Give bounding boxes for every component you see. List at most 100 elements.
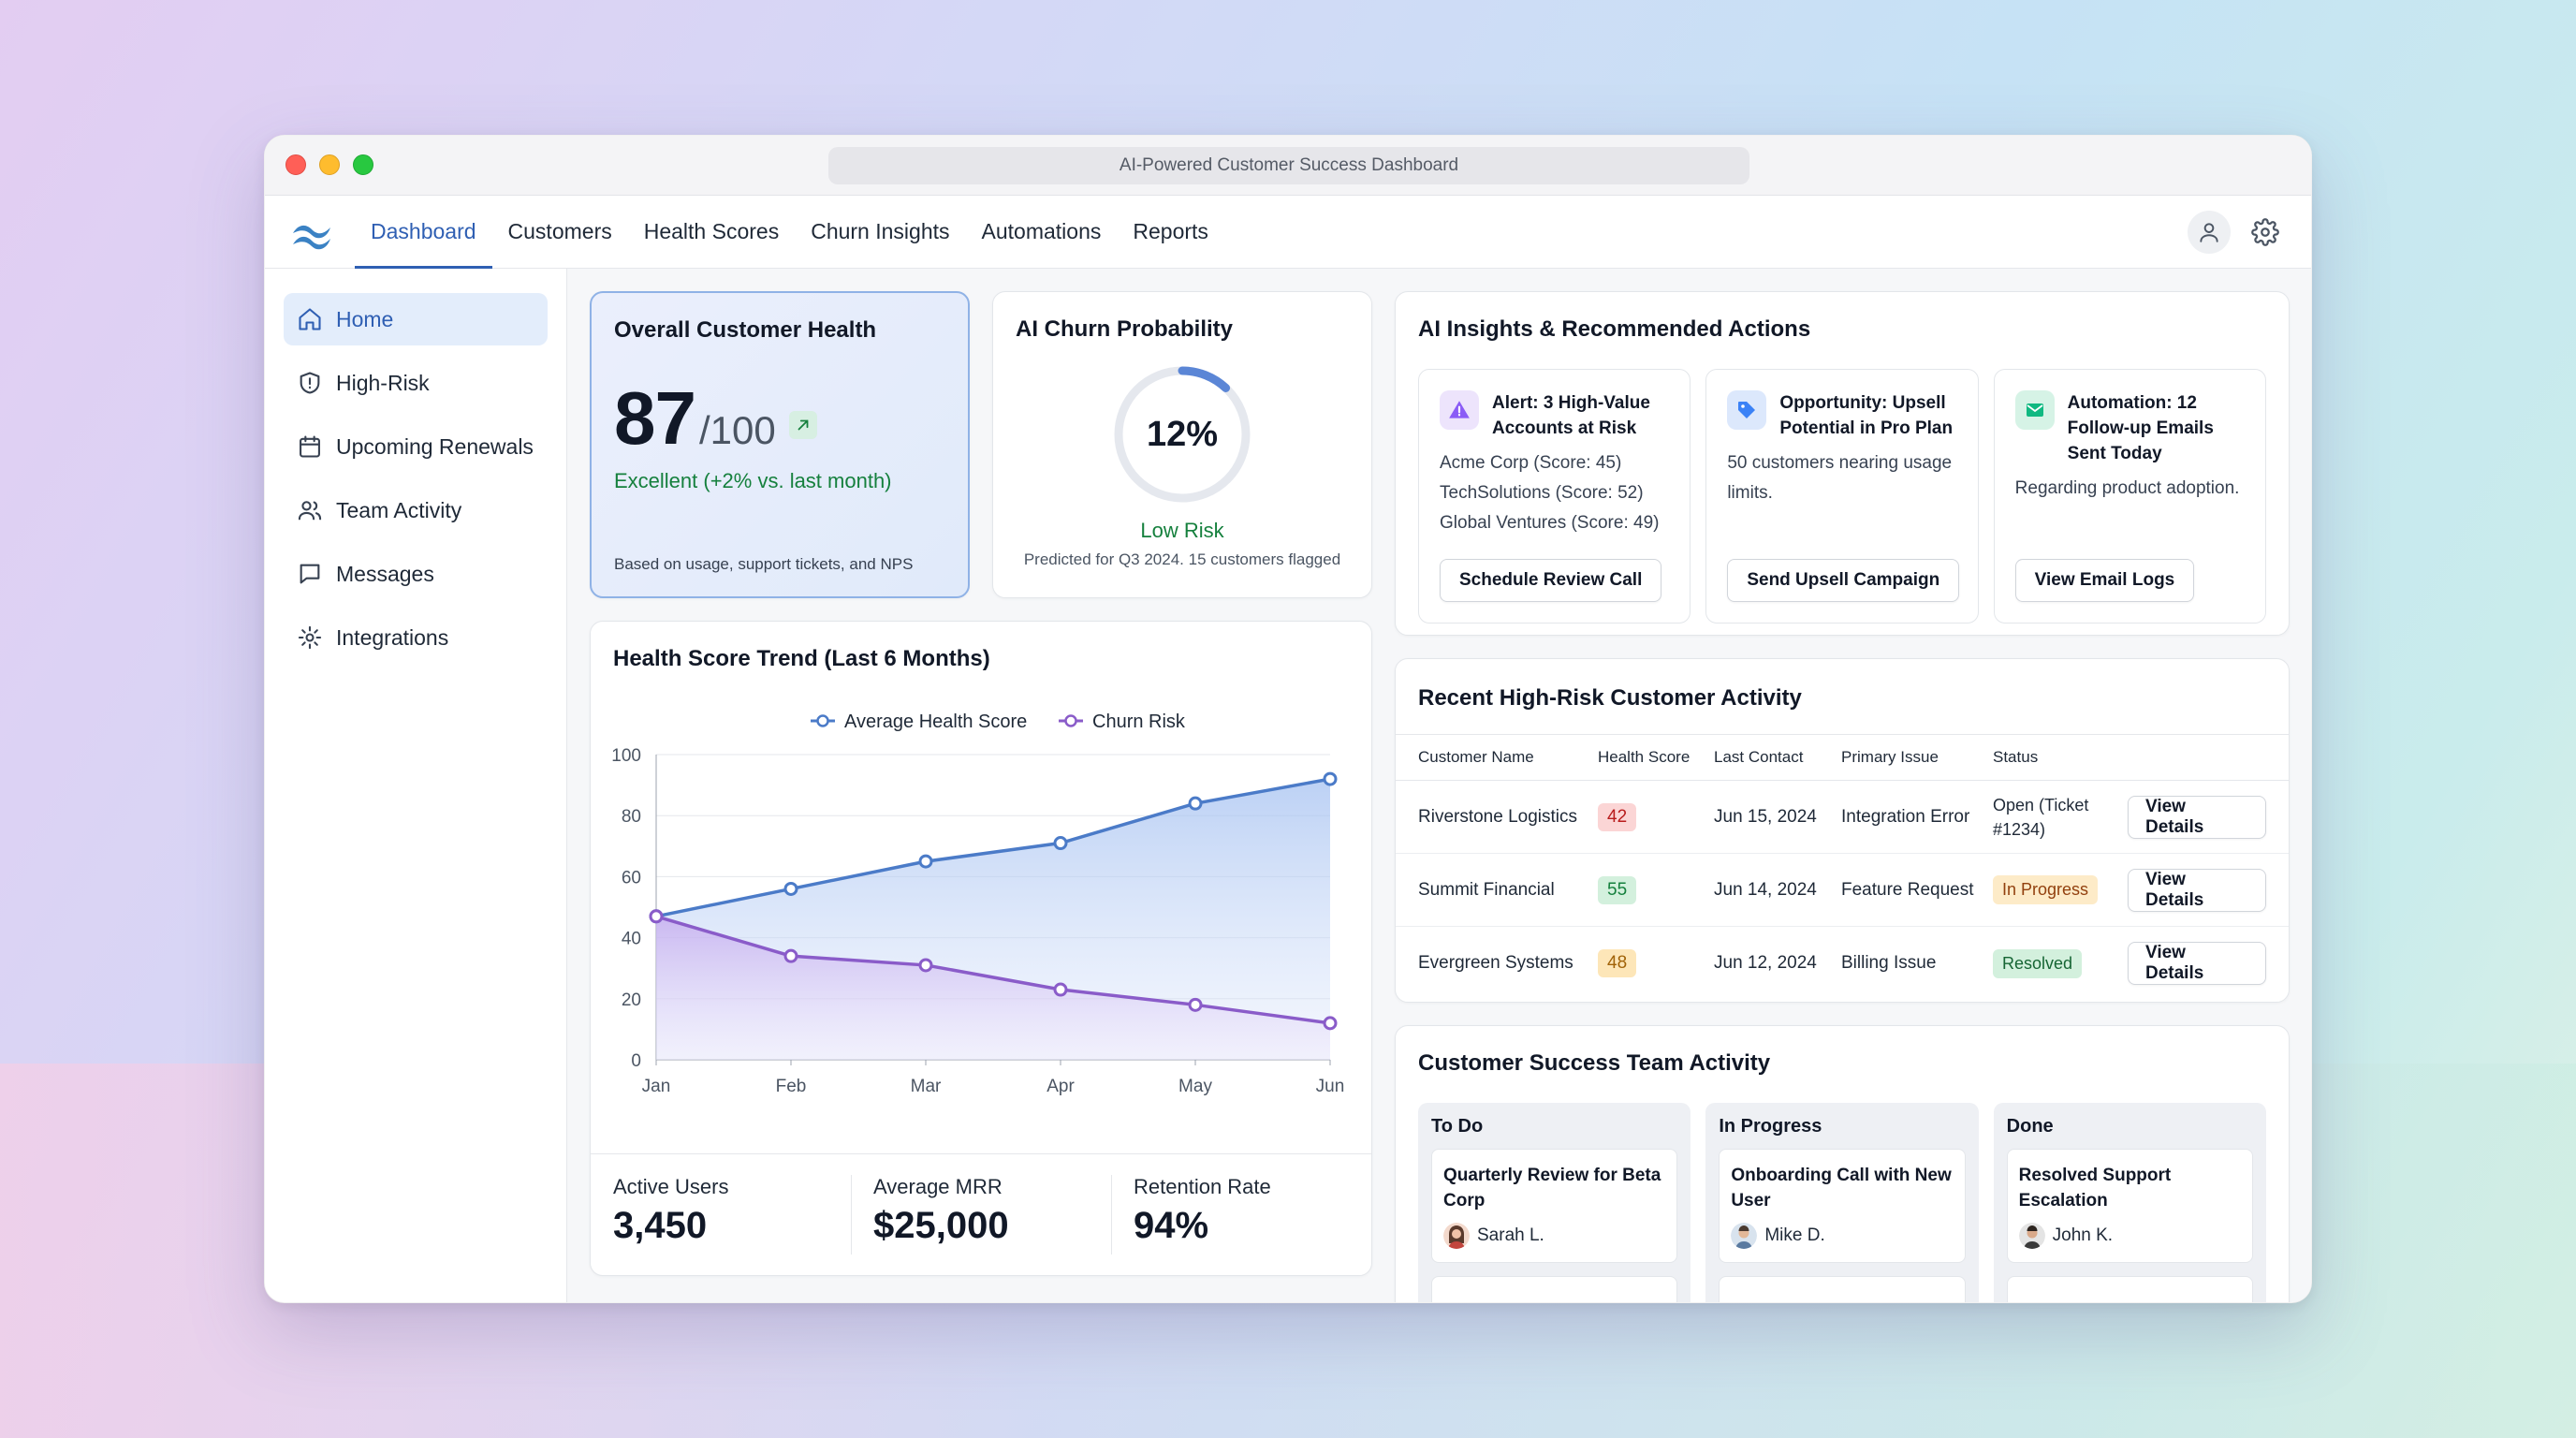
data-point xyxy=(783,948,798,963)
sidebar-item-upcoming-renewals[interactable]: Upcoming Renewals xyxy=(284,420,548,473)
minimize-window-button[interactable] xyxy=(319,154,340,175)
insight-line: TechSolutions (Score: 52) xyxy=(1440,483,1644,503)
schedule-review-call-button[interactable]: Schedule Review Call xyxy=(1440,559,1662,602)
primary-issue: Integration Error xyxy=(1841,806,1970,827)
sidebar: Home High-Risk Upcoming Renewals Team Ac… xyxy=(265,269,567,1302)
kanban-column-done: Done Resolved Support Escalation John K. xyxy=(1993,1103,2266,1302)
x-tick-label: Apr xyxy=(1046,1077,1075,1096)
calendar-icon xyxy=(300,435,320,458)
sidebar-item-high-risk[interactable]: High-Risk xyxy=(284,357,548,409)
window-controls xyxy=(285,154,373,175)
trend-up-icon xyxy=(788,411,817,439)
task-card[interactable] xyxy=(1431,1276,1678,1302)
gear-icon xyxy=(298,625,322,650)
warning-icon xyxy=(1440,390,1479,430)
view-details-button[interactable]: View Details xyxy=(2128,795,2266,839)
nav-tab-dashboard[interactable]: Dashboard xyxy=(355,196,492,269)
customer-name: Riverstone Logistics xyxy=(1418,806,1578,827)
task-card[interactable] xyxy=(2006,1276,2253,1302)
sidebar-item-home[interactable]: Home xyxy=(284,293,548,345)
column-header[interactable]: Health Score xyxy=(1598,748,1690,766)
nav-tab-churn-insights[interactable]: Churn Insights xyxy=(811,219,950,243)
data-point xyxy=(918,854,933,869)
task-assignee: Sarah L. xyxy=(1477,1225,1544,1245)
x-tick-label: May xyxy=(1178,1077,1212,1096)
insight-automation: Automation: 12 Follow-up Emails Sent Tod… xyxy=(1993,369,2266,624)
x-tick-label: Jan xyxy=(642,1077,671,1096)
overall-health-card[interactable]: Overall Customer Health 87 /100 Excellen… xyxy=(590,291,970,598)
kpi-average-mrr: Average MRR $25,000 xyxy=(851,1154,1111,1275)
y-tick-label: 100 xyxy=(611,746,641,766)
task-title: Resolved Support Escalation xyxy=(2018,1166,2172,1211)
x-tick-label: Feb xyxy=(776,1077,807,1096)
churn-footnote: Predicted for Q3 2024. 15 customers flag… xyxy=(1023,550,1341,568)
user-profile-button[interactable] xyxy=(2188,211,2231,254)
y-tick-label: 20 xyxy=(622,990,641,1010)
task-card[interactable]: Onboarding Call with New User Mike D. xyxy=(1719,1149,1966,1263)
sidebar-item-label: Home xyxy=(336,306,394,331)
insight-line: 50 customers nearing usage limits. xyxy=(1727,453,1953,503)
last-contact: Jun 15, 2024 xyxy=(1714,806,1817,827)
sidebar-item-label: Team Activity xyxy=(336,497,462,522)
series-line xyxy=(655,915,1331,1025)
avatar xyxy=(2018,1223,2045,1249)
series-area xyxy=(656,916,1330,1060)
nav-tab-health-scores[interactable]: Health Scores xyxy=(643,219,780,243)
customer-name: Summit Financial xyxy=(1418,879,1555,900)
team-activity-card: Customer Success Team Activity To Do Qua… xyxy=(1395,1025,2290,1302)
x-tick-label: Jun xyxy=(1316,1077,1345,1096)
nav-tab-reports[interactable]: Reports xyxy=(1133,219,1208,243)
dashboard-content: Overall Customer Health 87 /100 Excellen… xyxy=(567,269,2311,1302)
primary-issue: Billing Issue xyxy=(1841,953,1937,973)
view-details-button[interactable]: View Details xyxy=(2128,942,2266,985)
column-title: Done xyxy=(2006,1116,2054,1137)
nav-actions xyxy=(2188,211,2287,254)
maximize-window-button[interactable] xyxy=(353,154,373,175)
kpi-retention-rate: Retention Rate 94% xyxy=(1111,1154,1371,1275)
task-title: Quarterly Review for Beta Corp xyxy=(1443,1166,1661,1211)
task-title: Onboarding Call with New User xyxy=(1731,1166,1952,1211)
data-point xyxy=(1053,836,1068,851)
card-title: AI Insights & Recommended Actions xyxy=(1418,316,1811,342)
column-header[interactable]: Customer Name xyxy=(1418,748,1534,766)
table-header: Customer Name Health Score Last Contact … xyxy=(1396,734,2289,781)
health-score-badge: 55 xyxy=(1598,875,1637,904)
task-card[interactable]: Quarterly Review for Beta Corp Sarah L. xyxy=(1431,1149,1678,1263)
insight-title: Alert: 3 High-Value Accounts at Risk xyxy=(1492,393,1650,438)
health-score-max: /100 xyxy=(698,408,776,452)
avatar xyxy=(1731,1223,1758,1249)
task-card[interactable] xyxy=(1719,1276,1966,1302)
avatar xyxy=(1443,1223,1470,1249)
sidebar-item-label: Messages xyxy=(336,561,434,586)
kanban-board: To Do Quarterly Review for Beta Corp Sar… xyxy=(1418,1103,2266,1302)
view-email-logs-button[interactable]: View Email Logs xyxy=(2014,559,2195,602)
legend-marker xyxy=(816,714,829,727)
last-contact: Jun 14, 2024 xyxy=(1714,879,1817,900)
card-title: Customer Success Team Activity xyxy=(1418,1050,1771,1076)
send-upsell-campaign-button[interactable]: Send Upsell Campaign xyxy=(1727,559,1960,602)
tailwind-logo-icon[interactable] xyxy=(289,214,334,252)
task-assignee: John K. xyxy=(2052,1225,2114,1245)
view-details-button[interactable]: View Details xyxy=(2128,868,2266,912)
task-card[interactable]: Resolved Support Escalation John K. xyxy=(2006,1149,2253,1263)
close-window-button[interactable] xyxy=(285,154,306,175)
tag-icon xyxy=(1727,390,1767,430)
sidebar-item-label: High-Risk xyxy=(336,370,430,395)
x-tick-label: Mar xyxy=(911,1077,942,1096)
insight-title: Automation: 12 Follow-up Emails Sent Tod… xyxy=(2067,393,2214,463)
churn-value: 12% xyxy=(1146,414,1219,454)
settings-button[interactable] xyxy=(2244,211,2287,254)
sidebar-item-messages[interactable]: Messages xyxy=(284,548,548,600)
nav-tab-automations[interactable]: Automations xyxy=(981,219,1102,243)
sidebar-item-team-activity[interactable]: Team Activity xyxy=(284,484,548,536)
insight-body: 50 customers nearing usage limits. xyxy=(1727,448,1956,508)
column-header[interactable]: Last Contact xyxy=(1714,748,1804,766)
column-header[interactable]: Status xyxy=(1993,748,2039,766)
churn-probability-card[interactable]: AI Churn Probability 12% Low Risk Predic… xyxy=(992,291,1372,598)
nav-tab-customers[interactable]: Customers xyxy=(507,219,612,243)
column-header[interactable]: Primary Issue xyxy=(1841,748,1939,766)
churn-ring-graphic xyxy=(1114,366,1251,503)
table-row: Evergreen Systems 48 Jun 12, 2024 Billin… xyxy=(1396,927,2289,1000)
data-point xyxy=(649,909,664,924)
sidebar-item-integrations[interactable]: Integrations xyxy=(284,611,548,664)
